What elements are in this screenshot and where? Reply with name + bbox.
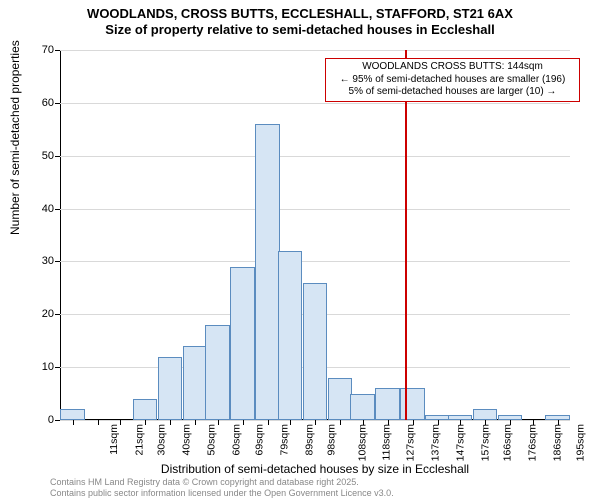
y-axis-label: Number of semi-detached properties [8,40,22,235]
x-tick-label: 40sqm [181,424,193,456]
annotation-box: WOODLANDS CROSS BUTTS: 144sqm← 95% of se… [325,58,580,102]
histogram-bar [350,394,374,420]
y-tick-label: 20 [42,308,60,320]
x-tick-mark [195,420,196,425]
histogram-bar [183,346,207,420]
plot-area: 01020304050607011sqm21sqm30sqm40sqm50sqm… [60,50,570,420]
x-tick-mark [120,420,121,425]
x-tick-label: 50sqm [206,424,218,456]
y-tick-label: 0 [48,414,60,426]
reference-line [405,50,407,420]
histogram-bar [230,267,254,420]
x-tick-label: 157sqm [479,424,491,461]
x-tick-mark [340,420,341,425]
x-tick-label: 118sqm [381,424,393,461]
gridline-h [60,103,570,104]
x-tick-label: 108sqm [356,424,368,461]
x-tick-mark [170,420,171,425]
x-tick-mark [460,420,461,425]
x-tick-mark [73,420,74,425]
annotation-line: ← 95% of semi-detached houses are smalle… [330,74,575,87]
x-tick-mark [268,420,269,425]
x-tick-mark [363,420,364,425]
x-tick-label: 98sqm [326,424,338,456]
footer-line-2: Contains public sector information licen… [50,488,394,498]
x-tick-mark [218,420,219,425]
histogram-bar [205,325,229,420]
gridline-h [60,209,570,210]
x-tick-label: 137sqm [429,424,441,461]
gridline-h [60,261,570,262]
x-tick-label: 176sqm [526,424,538,461]
x-tick-mark [485,420,486,425]
x-tick-label: 147sqm [454,424,466,461]
histogram-bar [375,388,399,420]
y-tick-label: 40 [42,203,60,215]
x-tick-mark [145,420,146,425]
x-tick-label: 89sqm [303,424,315,456]
y-tick-label: 50 [42,150,60,162]
histogram-bar [255,124,279,420]
annotation-line: 5% of semi-detached houses are larger (1… [330,86,575,99]
y-tick-label: 70 [42,44,60,56]
y-tick-label: 60 [42,97,60,109]
x-tick-label: 60sqm [231,424,243,456]
x-tick-mark [438,420,439,425]
x-tick-label: 186sqm [551,424,563,461]
x-tick-mark [533,420,534,425]
histogram-bar [328,378,352,420]
x-tick-label: 30sqm [156,424,168,456]
x-tick-label: 127sqm [404,424,416,461]
gridline-h [60,50,570,51]
y-tick-label: 10 [42,361,60,373]
x-tick-mark [388,420,389,425]
histogram-bar [473,409,497,420]
histogram-bar [400,388,424,420]
histogram-bar [278,251,302,420]
y-tick-label: 30 [42,255,60,267]
x-axis-label: Distribution of semi-detached houses by … [60,462,570,476]
x-tick-label: 79sqm [278,424,290,456]
x-tick-label: 11sqm [107,424,119,455]
footer-line-1: Contains HM Land Registry data © Crown c… [50,477,394,487]
x-tick-mark [290,420,291,425]
x-tick-mark [510,420,511,425]
title-line-2: Size of property relative to semi-detach… [0,22,600,38]
annotation-line: WOODLANDS CROSS BUTTS: 144sqm [330,61,575,74]
gridline-h [60,156,570,157]
histogram-bar [303,283,327,420]
x-tick-label: 166sqm [501,424,513,461]
x-tick-mark [243,420,244,425]
title-block: WOODLANDS, CROSS BUTTS, ECCLESHALL, STAF… [0,0,600,39]
title-line-1: WOODLANDS, CROSS BUTTS, ECCLESHALL, STAF… [0,6,600,22]
histogram-bar [60,409,84,420]
histogram-bar [133,399,157,420]
x-tick-mark [315,420,316,425]
x-tick-label: 195sqm [574,424,586,461]
chart-container: WOODLANDS, CROSS BUTTS, ECCLESHALL, STAF… [0,0,600,500]
x-tick-label: 69sqm [253,424,265,456]
histogram-bar [158,357,182,420]
x-tick-mark [558,420,559,425]
x-tick-mark [413,420,414,425]
x-tick-mark [98,420,99,425]
footer-note: Contains HM Land Registry data © Crown c… [50,477,394,498]
x-tick-label: 21sqm [133,424,145,456]
